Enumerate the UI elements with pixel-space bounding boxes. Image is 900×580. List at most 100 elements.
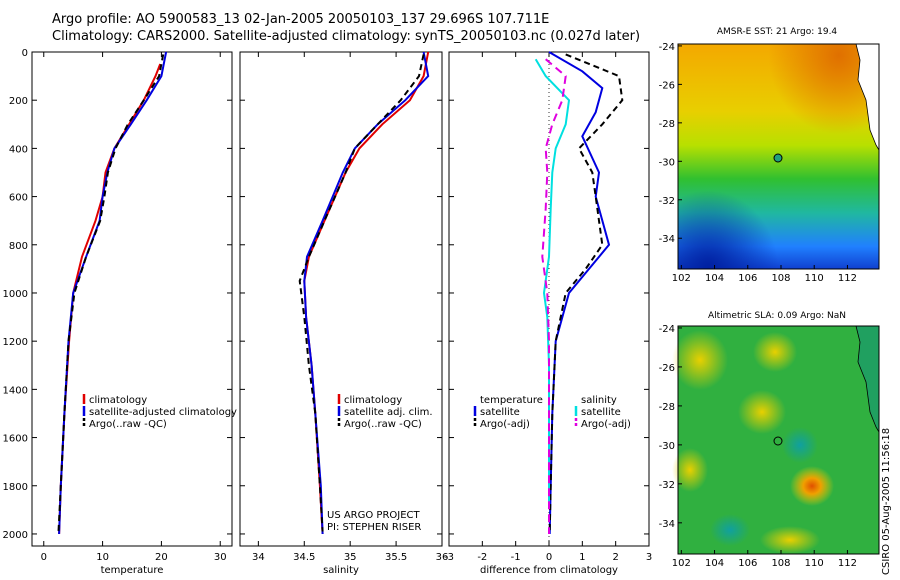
x-tick-label: 35: [344, 552, 357, 563]
x-tick-label: -1: [511, 552, 521, 563]
sst-map: AMSR-E SST: 21 Argo: 19.4 102 104 106 108 11…: [659, 27, 880, 284]
series-line-satellite-adj-clim-: [303, 51, 430, 535]
x-tick-label: 34.5: [293, 552, 315, 563]
y-tick-label: 0: [22, 48, 28, 59]
map-x-tick-label: 108: [771, 273, 790, 284]
x-tick-label: 30: [214, 552, 227, 563]
series-line-argo-raw-qc-: [57, 54, 165, 532]
x-tick-label: 2: [612, 552, 618, 563]
map-x-tick-label: 110: [805, 273, 824, 284]
y-tick-label: 1000: [3, 289, 28, 300]
y-tick-label: 2000: [3, 530, 28, 541]
x-tick-label: 0: [546, 552, 552, 563]
salinity-axis-label: salinity: [323, 565, 359, 576]
legend-label: satellite: [581, 407, 621, 418]
map-y-tick-label: -34: [659, 519, 675, 530]
legend-label: climatology: [344, 395, 402, 406]
map-x-tick-label: 108: [771, 558, 790, 569]
x-tick-label: -3: [444, 552, 454, 563]
series-line-satellite: [534, 58, 571, 505]
panel-difference: -3 -2 -1 0 1 2 3 difference from climatology tem…: [444, 51, 652, 576]
legend-label: Argo(..raw -QC): [89, 419, 167, 430]
x-tick-label: 36: [436, 552, 449, 563]
y-tick-label: 1600: [3, 434, 28, 445]
legend-label: climatology: [89, 395, 147, 406]
map-x-tick-label: 102: [672, 273, 691, 284]
sla-high-anomaly: [790, 466, 834, 506]
x-tick-label: 1: [579, 552, 585, 563]
legend-label: Argo(-adj): [581, 419, 631, 430]
y-tick-label: 600: [9, 193, 28, 204]
map-y-tick-label: -26: [659, 363, 675, 374]
legend-label: salinity: [581, 395, 617, 406]
map-y-tick-label: -32: [659, 480, 675, 491]
sla-anomaly-blob: [672, 330, 728, 390]
sst-argo-location-marker: [773, 153, 783, 163]
map-x-tick-label: 112: [838, 558, 857, 569]
y-tick-label: 800: [9, 241, 28, 252]
map-y-tick-label: -30: [659, 441, 675, 452]
project-annotation: PI: STEPHEN RISER: [327, 522, 421, 533]
map-y-tick-label: -34: [659, 234, 675, 245]
map-y-tick-label: -32: [659, 196, 675, 207]
series-line-satellite: [548, 51, 611, 535]
y-tick-label: 1400: [3, 385, 28, 396]
series-line-satellite-adjusted-climatology: [58, 51, 168, 535]
sla-anomaly-blob: [738, 390, 786, 434]
map-x-tick-label: 102: [672, 558, 691, 569]
sst-map-title: AMSR-E SST: 21 Argo: 19.4: [717, 27, 838, 37]
map-x-tick-label: 112: [838, 273, 857, 284]
map-y-tick-label: -24: [659, 324, 675, 335]
figure-title-line-1: Argo profile: AO 5900583_13 02-Jan-2005 …: [52, 12, 550, 27]
credit-stamp: CSIRO 05-Aug-2005 11:56:18: [881, 427, 892, 575]
legend-label: Argo(-adj): [480, 419, 530, 430]
figure-title-line-2: Climatology: CARS2000. Satellite-adjuste…: [52, 29, 641, 44]
x-tick-label: 35.5: [385, 552, 407, 563]
map-y-tick-label: -24: [659, 42, 675, 53]
series-line-argo-adj-: [541, 58, 567, 534]
sla-map-title: Altimetric SLA: 0.09 Argo: NaN: [708, 311, 846, 321]
map-y-tick-label: -28: [659, 402, 675, 413]
panel-temperature: 0 10 20 30 0 200 400 600 800 1000 1200 1400 1600 1800…: [3, 48, 237, 576]
sla-anomaly-blob: [753, 332, 797, 372]
legend-label: satellite adj. clim.: [344, 407, 433, 418]
series-line-argo-adj-: [548, 53, 624, 532]
x-tick-label: 34: [252, 552, 265, 563]
map-y-tick-label: -28: [659, 119, 675, 130]
x-tick-label: 0: [41, 552, 47, 563]
temperature-axis-label: temperature: [101, 565, 164, 576]
sla-low-anomaly: [782, 427, 818, 463]
map-x-tick-label: 104: [705, 558, 724, 569]
map-y-tick-label: -26: [659, 80, 675, 91]
project-annotation: US ARGO PROJECT: [327, 510, 421, 521]
x-tick-label: 10: [96, 552, 109, 563]
legend-label: Argo(..raw -QC): [344, 419, 422, 430]
y-tick-label: 1200: [3, 337, 28, 348]
sst-map-frame: [677, 43, 880, 270]
map-x-tick-label: 106: [738, 273, 757, 284]
map-x-tick-label: 110: [805, 558, 824, 569]
panel-salinity: 34 34.5 35 35.5 36 salinity climatologysatelli…: [239, 51, 449, 576]
sla-map: Altimetric SLA: 0.09 Argo: NaN 102 104 106…: [659, 311, 880, 569]
x-tick-label: 3: [646, 552, 652, 563]
sla-map-ticks: 102 104 106 108 110 112 -24 -26 -28 -30 -32 -34: [659, 324, 857, 569]
sst-map-ticks: 102 104 106 108 110 112 -24 -26 -28 -30 -32 -34: [659, 42, 857, 284]
y-tick-label: 200: [9, 96, 28, 107]
x-tick-label: 20: [155, 552, 168, 563]
legend-label: satellite-adjusted climatology: [89, 407, 237, 418]
y-tick-label: 1800: [3, 482, 28, 493]
map-y-tick-label: -30: [659, 157, 675, 168]
y-tick-label: 400: [9, 144, 28, 155]
sla-anomaly-blob: [672, 448, 708, 492]
sla-map-frame: [677, 325, 880, 555]
salinity-plot-frame: [239, 51, 443, 547]
legend-label: temperature: [480, 395, 543, 406]
map-x-tick-label: 104: [705, 273, 724, 284]
difference-axis-label: difference from climatology: [480, 565, 618, 576]
map-x-tick-label: 106: [738, 558, 757, 569]
legend-label: satellite: [480, 407, 520, 418]
profile-panels: 0 10 20 30020040060080010001200140016001800…: [3, 48, 653, 576]
sla-anomaly-blob: [760, 526, 820, 554]
sla-argo-location-marker: [773, 436, 783, 446]
temperature-plot-frame: [31, 51, 233, 547]
